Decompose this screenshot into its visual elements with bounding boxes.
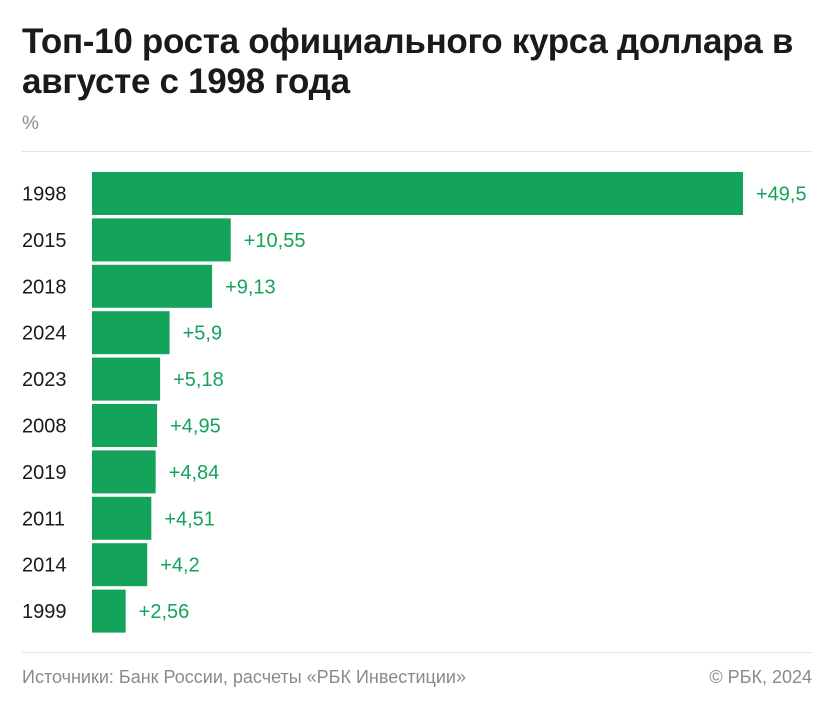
copyright-note: © РБК, 2024: [709, 667, 812, 687]
value-label: +2,56: [139, 601, 190, 623]
value-label: +9,13: [225, 276, 276, 298]
value-label: +4,2: [160, 555, 199, 577]
category-label: 2019: [22, 462, 67, 484]
bar: [92, 218, 231, 262]
bar: [92, 543, 148, 587]
category-label: 2018: [22, 276, 67, 298]
bar: [92, 404, 158, 447]
source-note: Источники: Банк России, расчеты «РБК Инв…: [22, 667, 466, 687]
value-label: +4,95: [170, 416, 221, 438]
bar: [92, 450, 156, 494]
bar: [92, 357, 161, 401]
bar: [92, 496, 152, 540]
category-label: 2014: [22, 555, 67, 577]
category-label: 2023: [22, 369, 67, 391]
category-label: 2011: [22, 508, 65, 530]
bar: [92, 172, 743, 215]
category-label: 1998: [22, 184, 67, 206]
category-label: 2024: [22, 323, 67, 345]
category-label: 2015: [22, 230, 67, 252]
value-label: +10,55: [244, 230, 306, 252]
unit-label: %: [22, 113, 39, 134]
value-label: +4,84: [169, 462, 220, 484]
bottom-divider: [22, 652, 812, 653]
chart-title: Топ-10 роста официального курса доллара …: [22, 22, 794, 101]
category-label: 2008: [22, 416, 67, 438]
value-label: +49,5: [756, 184, 807, 206]
bar: [92, 311, 170, 355]
value-label: +5,9: [183, 323, 222, 345]
bar: [92, 264, 213, 308]
top-divider: [22, 151, 812, 152]
value-label: +4,51: [164, 508, 215, 530]
bar: [92, 589, 126, 633]
value-label: +5,18: [173, 369, 224, 391]
category-label: 1999: [22, 601, 67, 623]
